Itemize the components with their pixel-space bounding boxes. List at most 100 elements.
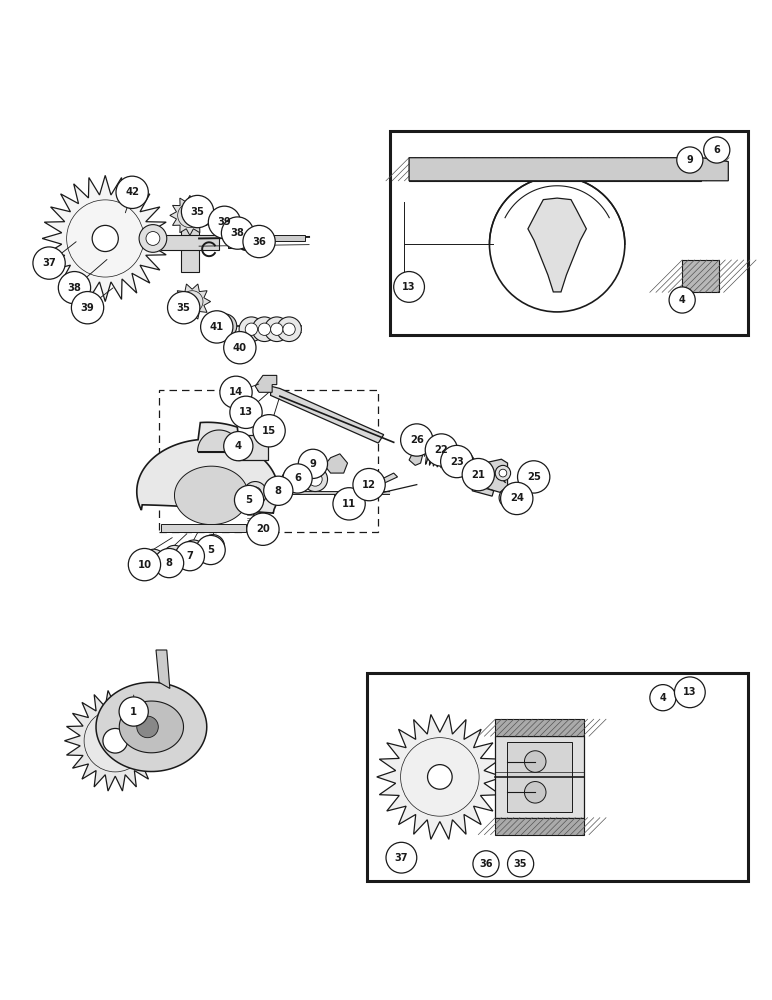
Circle shape [59,272,90,304]
Circle shape [168,292,200,324]
Text: 13: 13 [239,407,253,417]
Text: 20: 20 [256,524,269,534]
Text: 40: 40 [233,343,247,353]
Text: 37: 37 [394,853,408,863]
Text: 42: 42 [125,187,139,197]
Text: 24: 24 [510,493,523,503]
Circle shape [239,317,264,342]
Text: 22: 22 [435,445,449,455]
Polygon shape [181,213,199,272]
Circle shape [524,751,546,772]
Circle shape [675,677,706,708]
Circle shape [247,513,279,545]
Circle shape [499,488,519,508]
Circle shape [212,314,237,338]
Circle shape [252,317,277,342]
Text: 23: 23 [450,457,464,467]
Text: 4: 4 [679,295,686,305]
Circle shape [147,555,160,567]
Bar [495,719,584,736]
Circle shape [507,851,533,877]
Circle shape [137,716,158,738]
Circle shape [517,461,550,493]
Circle shape [425,434,458,466]
Circle shape [277,317,301,342]
Circle shape [499,469,506,477]
Text: 35: 35 [514,859,527,869]
Circle shape [188,545,200,558]
Polygon shape [256,375,277,392]
Text: 4: 4 [235,441,242,451]
Circle shape [139,225,167,252]
Circle shape [71,292,103,324]
Text: 9: 9 [686,155,693,165]
Polygon shape [271,235,305,241]
Circle shape [33,247,66,279]
Circle shape [428,765,452,789]
Circle shape [154,548,184,578]
Circle shape [298,449,327,478]
Circle shape [168,551,181,563]
Text: 8: 8 [275,486,282,496]
Circle shape [146,232,160,245]
Circle shape [473,851,499,877]
Polygon shape [174,466,246,525]
Polygon shape [409,450,423,465]
Polygon shape [156,650,170,688]
Bar [409,158,702,181]
Bar [229,236,242,248]
Polygon shape [96,682,207,772]
Text: 25: 25 [527,472,540,482]
Circle shape [116,176,148,208]
Circle shape [394,272,425,302]
Text: 35: 35 [177,303,191,313]
Text: 6: 6 [713,145,720,155]
Circle shape [128,548,161,581]
Text: 36: 36 [252,237,266,247]
Polygon shape [474,459,507,492]
Circle shape [244,482,267,505]
Circle shape [386,842,417,873]
Text: 10: 10 [137,560,151,570]
Polygon shape [120,701,184,753]
Circle shape [249,487,262,499]
Circle shape [224,332,256,364]
Polygon shape [528,198,587,292]
Polygon shape [324,454,347,473]
Circle shape [184,209,196,222]
Circle shape [253,415,285,447]
Polygon shape [161,524,246,532]
Circle shape [201,535,225,558]
Bar [682,260,719,292]
Text: 37: 37 [42,258,56,268]
Circle shape [495,465,510,481]
Text: 41: 41 [210,322,224,332]
Circle shape [283,464,312,493]
Text: 21: 21 [472,470,486,480]
Circle shape [187,296,198,307]
Text: 5: 5 [245,495,252,505]
Circle shape [142,549,165,572]
Circle shape [353,468,385,501]
Text: 12: 12 [362,480,376,490]
Text: 39: 39 [218,217,232,227]
Circle shape [175,542,205,571]
Polygon shape [495,736,584,818]
Circle shape [230,396,262,428]
Circle shape [524,782,546,803]
Circle shape [181,195,214,228]
Bar [495,818,584,835]
Text: 11: 11 [342,499,356,509]
Circle shape [220,376,252,408]
Text: 39: 39 [80,303,94,313]
Text: 14: 14 [229,387,243,397]
Polygon shape [170,195,210,235]
Text: 13: 13 [683,687,696,697]
Circle shape [92,225,118,252]
Circle shape [245,323,258,335]
Circle shape [650,685,676,711]
Circle shape [224,432,253,461]
Text: 1: 1 [130,707,137,717]
Text: 26: 26 [410,435,424,445]
Circle shape [196,535,225,565]
